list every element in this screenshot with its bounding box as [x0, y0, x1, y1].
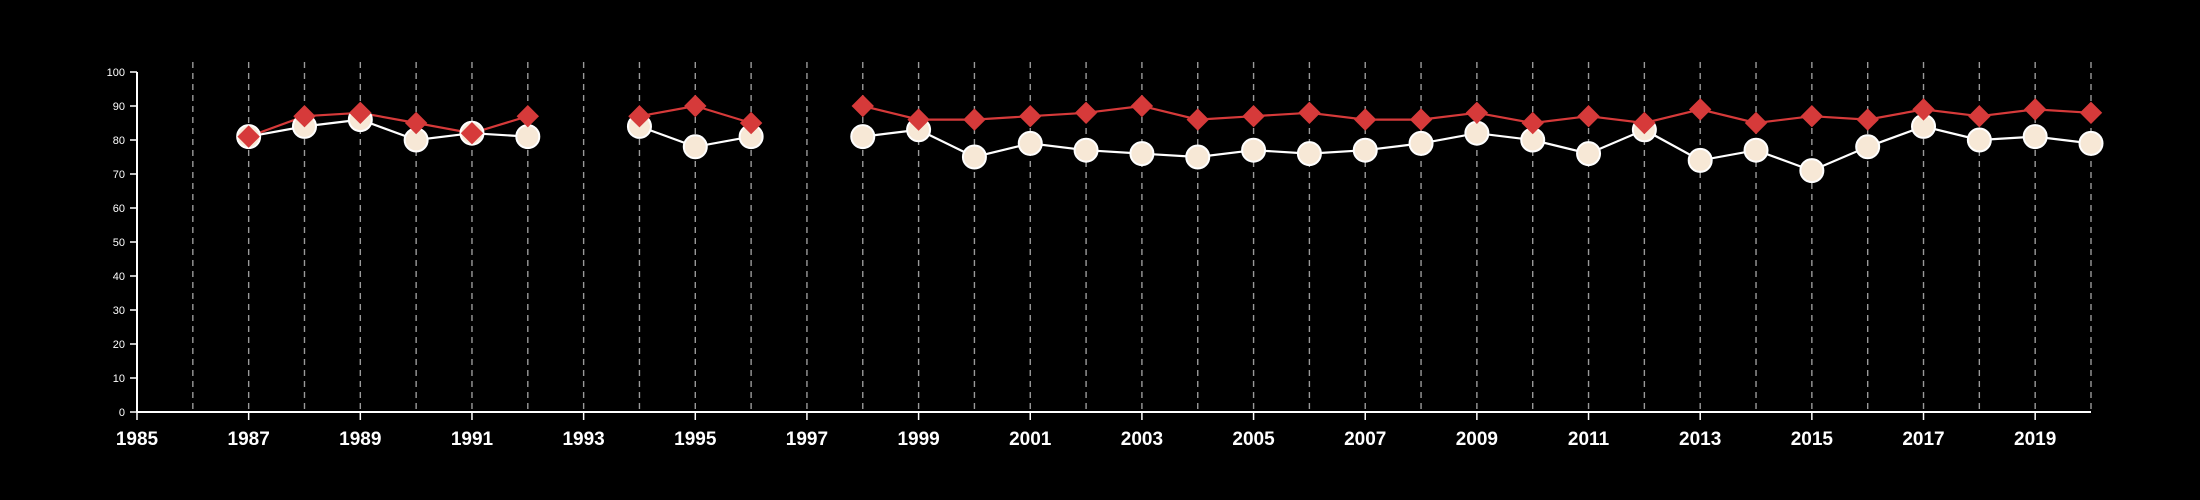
data-point-diamond	[628, 104, 651, 128]
x-tick-label: 2019	[2014, 429, 2056, 450]
axis-layer: 0 10 20 30 40 50 60 70 80 90 100 1985 1987 1989 1991 19…	[107, 67, 2091, 450]
data-point-diamond	[404, 111, 428, 135]
y-tick-label: 100	[107, 67, 125, 79]
data-point-diamond	[739, 111, 763, 135]
data-point-diamond	[1409, 108, 1433, 131]
x-tick-label: 2013	[1679, 429, 1721, 450]
data-point-circle	[850, 124, 876, 150]
data-point-diamond	[1968, 104, 1991, 128]
x-tick-label: 2017	[1902, 429, 1944, 450]
x-tick-label: 2007	[1344, 429, 1386, 450]
y-tick-label: 0	[119, 407, 125, 419]
x-tick-label: 1995	[674, 429, 717, 450]
data-point-diamond	[851, 94, 874, 118]
data-point-circle	[515, 124, 541, 150]
data-point-diamond	[1633, 111, 1656, 135]
x-tick-label: 1987	[228, 429, 270, 450]
data-point-circle	[1185, 144, 1211, 170]
data-point-circle	[1352, 137, 1378, 163]
data-point-diamond	[1298, 101, 1321, 125]
x-tick-label: 1991	[451, 429, 494, 450]
data-point-diamond	[1465, 101, 1489, 125]
data-point-diamond	[2023, 98, 2047, 121]
data-point-circle	[1296, 141, 1322, 167]
data-point-circle	[682, 134, 708, 160]
data-point-diamond	[1019, 104, 1042, 128]
x-tick-label: 1985	[116, 429, 159, 450]
data-point-circle	[1241, 137, 1267, 163]
data-point-circle	[1799, 158, 1825, 184]
x-tick-label: 1989	[339, 429, 381, 450]
data-point-diamond	[1577, 104, 1600, 128]
data-point-diamond	[1074, 101, 1098, 125]
x-tick-label: 2005	[1232, 429, 1275, 450]
data-point-circle	[1129, 141, 1155, 167]
data-point-diamond	[516, 104, 540, 128]
data-point-diamond	[1912, 98, 1935, 121]
data-point-diamond	[237, 125, 260, 148]
data-point-diamond	[293, 104, 316, 128]
y-tick-label: 60	[113, 203, 125, 215]
y-tick-label: 50	[113, 237, 125, 249]
data-point-circle	[2078, 130, 2104, 156]
data-point-diamond	[963, 108, 986, 131]
data-point-circle	[1408, 130, 1434, 156]
data-point-diamond	[1856, 108, 1879, 131]
data-point-circle	[1855, 134, 1881, 160]
data-point-diamond	[1744, 111, 1768, 135]
data-point-diamond	[1688, 98, 1712, 121]
x-tick-label: 1999	[897, 429, 939, 450]
y-tick-label: 70	[113, 169, 125, 181]
y-tick-label: 90	[113, 101, 125, 113]
data-point-circle	[961, 144, 987, 170]
data-point-circle	[1017, 130, 1043, 156]
data-point-circle	[1464, 120, 1490, 146]
data-point-diamond	[2079, 101, 2103, 125]
y-tick-label: 10	[113, 373, 125, 385]
data-point-diamond	[907, 108, 930, 131]
data-point-diamond	[1186, 108, 1209, 131]
data-point-diamond	[684, 94, 707, 118]
data-point-diamond	[1242, 104, 1265, 128]
data-point-diamond	[460, 121, 484, 145]
data-point-diamond	[1800, 104, 1824, 128]
data-point-circle	[1743, 137, 1769, 163]
y-tick-label: 30	[113, 305, 125, 317]
data-point-diamond	[1354, 108, 1377, 131]
x-tick-label: 2015	[1791, 429, 1834, 450]
data-point-circle	[1576, 141, 1602, 167]
data-point-circle	[1966, 127, 1992, 153]
y-tick-label: 20	[113, 339, 125, 351]
data-point-diamond	[1521, 111, 1544, 135]
x-tick-label: 2003	[1121, 429, 1163, 450]
y-tick-label: 80	[113, 135, 125, 147]
x-tick-label: 2001	[1009, 429, 1052, 450]
data-point-circle	[2022, 124, 2048, 150]
data-point-diamond	[1130, 94, 1154, 118]
x-tick-label: 2009	[1456, 429, 1498, 450]
data-point-diamond	[349, 101, 372, 125]
x-tick-label: 1993	[562, 429, 604, 450]
x-tick-label: 2011	[1568, 429, 1610, 450]
y-tick-label: 40	[113, 271, 125, 283]
x-tick-label: 1997	[786, 429, 828, 450]
data-point-circle	[1687, 147, 1713, 173]
series-layer	[236, 94, 2104, 184]
data-point-circle	[1073, 137, 1099, 163]
